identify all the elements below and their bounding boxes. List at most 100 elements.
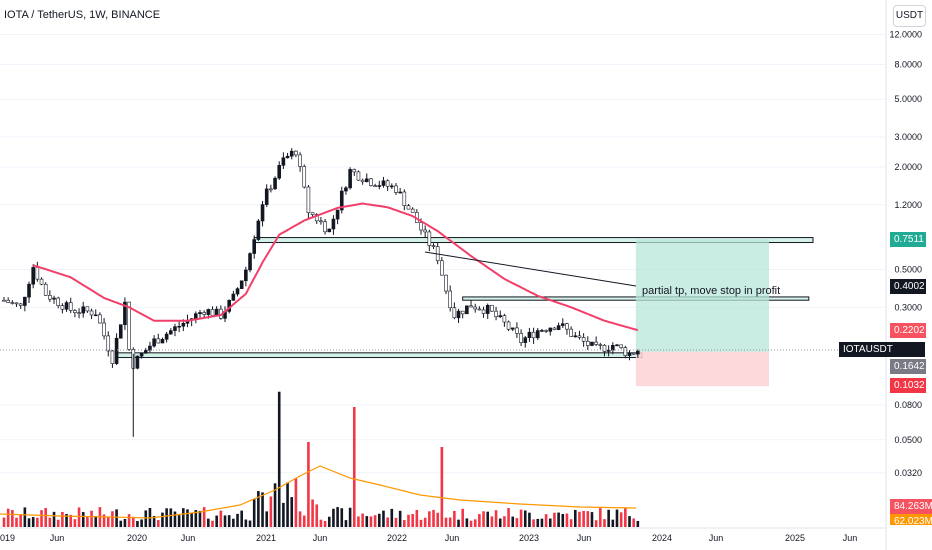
candle-body	[127, 301, 131, 350]
candle-body	[323, 221, 327, 233]
annotation-text[interactable]: partial tp, move stop in profit	[642, 285, 780, 297]
candle-body	[402, 191, 407, 206]
candle-body	[348, 169, 352, 189]
volume-bar	[269, 496, 273, 527]
candle-body	[244, 269, 248, 282]
volume-bar	[457, 519, 460, 527]
volume-bar	[102, 514, 106, 527]
trendline-drawing[interactable]	[424, 251, 637, 287]
time-tick-label: Jun	[843, 533, 858, 543]
candle-body	[573, 335, 578, 338]
candle-body	[615, 344, 619, 347]
candle-body	[60, 305, 65, 310]
candle-body	[360, 179, 365, 183]
ma-path	[32, 202, 639, 332]
price-tick-label: 0.0320	[894, 468, 922, 478]
candle-body	[139, 353, 144, 357]
currency-button[interactable]: USDT	[893, 5, 926, 27]
candle-body	[177, 325, 181, 328]
price-tick-label: 2.0000	[894, 162, 922, 172]
candle-body	[235, 288, 240, 295]
price-label-entry: 0.1642	[890, 359, 926, 374]
candle-body	[148, 345, 152, 351]
candle-body	[123, 301, 127, 325]
volume-bar	[594, 520, 598, 527]
volume-bar	[482, 511, 485, 527]
candle-body	[327, 228, 332, 233]
candle-body	[515, 327, 519, 334]
chart-grid	[0, 33, 886, 474]
volume-bar	[361, 513, 364, 527]
candle-body	[440, 260, 444, 276]
volume-bar	[632, 518, 635, 527]
price-label-green-zone: 0.7511	[890, 232, 926, 248]
candle-body	[369, 178, 373, 186]
volume-bar	[548, 518, 552, 527]
candle-body	[68, 302, 73, 311]
volume-bar	[44, 508, 47, 527]
volume-bar	[373, 515, 377, 527]
candle-body	[531, 331, 536, 339]
volume-bar	[65, 514, 68, 527]
candle-body	[548, 327, 553, 332]
candle-body	[39, 278, 44, 285]
volume-bar	[557, 512, 560, 527]
candle-body	[294, 150, 298, 156]
candle-body	[206, 309, 211, 315]
long-position-tool[interactable]	[635, 239, 769, 387]
volume-bar	[323, 520, 327, 527]
volume-bar	[311, 499, 314, 527]
candle-body	[569, 328, 573, 337]
volume-bar	[227, 515, 231, 527]
volume-bar	[478, 514, 481, 527]
volume-bar	[298, 511, 302, 527]
candle-body	[164, 333, 169, 340]
candlesticks	[2, 148, 640, 437]
volume-bar	[440, 447, 444, 527]
moving-average-line	[32, 202, 639, 332]
candle-body	[594, 341, 598, 345]
time-tick-label: 2025	[785, 533, 805, 543]
volume-label: 84.263M	[890, 499, 932, 514]
volume-bar	[277, 391, 281, 527]
candle-body	[135, 355, 140, 369]
volume-bar	[503, 516, 506, 527]
candle-body	[394, 185, 398, 193]
time-tick-label: 2021	[256, 533, 276, 543]
candle-body	[606, 349, 611, 352]
candle-body	[102, 322, 106, 337]
volume-bar	[561, 513, 565, 527]
volume-bar	[603, 519, 606, 527]
volume-bar	[386, 517, 389, 527]
candle-body	[319, 220, 323, 223]
volume-bar	[111, 511, 114, 527]
candle-body	[381, 180, 386, 186]
volume-bar	[19, 514, 22, 527]
volume-bar	[394, 517, 398, 527]
trendline	[424, 251, 637, 287]
candle-body	[448, 290, 452, 309]
volume-bar	[265, 511, 269, 527]
candle-body	[89, 310, 94, 316]
candle-body	[31, 267, 35, 285]
candle-body	[431, 245, 436, 247]
volume-bar	[398, 510, 402, 527]
volume-bar	[378, 513, 381, 527]
volume-bar	[15, 517, 18, 527]
candle-body	[85, 306, 90, 312]
volume-bar	[536, 518, 540, 527]
candle-body	[544, 330, 548, 332]
price-axis[interactable]: 12.0000 8.0000 5.0000 3.0000 2.0000 1.2000 0.5…	[889, 29, 922, 477]
volume-bar	[607, 509, 610, 527]
candle-body	[264, 188, 269, 205]
volume-bar	[177, 515, 181, 527]
volume-bar	[123, 518, 127, 527]
support-resistance-zone	[116, 352, 643, 359]
time-axis[interactable]: 2019 Jun 2020 Jun 2021 Jun 2022 Jun 2023 Jun 2024 J…	[0, 533, 857, 543]
time-tick-label: Jun	[577, 533, 592, 543]
candle-body	[406, 205, 411, 210]
volume-bar	[532, 519, 535, 527]
volume-bar	[507, 508, 510, 527]
volume-bar	[48, 517, 52, 527]
